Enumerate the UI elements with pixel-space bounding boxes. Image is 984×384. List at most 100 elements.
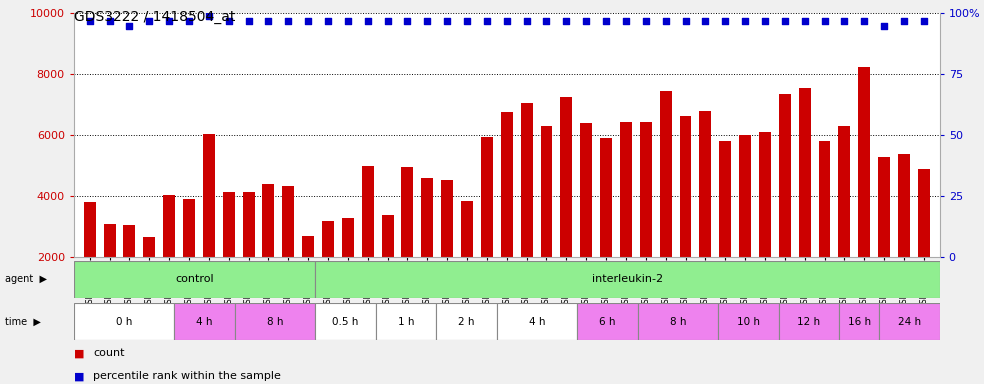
Point (142, 18, 157, 24)
Text: interleukin-2: interleukin-2 (592, 274, 663, 285)
Text: ■: ■ (74, 348, 85, 358)
Text: 8 h: 8 h (267, 316, 283, 327)
Point (519, 18, 534, 24)
Bar (680, 116, 692, 257)
Bar (74, 303, 174, 340)
Bar (282, 185, 294, 257)
Bar (700, 111, 711, 257)
Point (757, 18, 772, 24)
Bar (441, 180, 454, 257)
Bar (878, 157, 891, 257)
Point (856, 18, 872, 24)
Bar (235, 303, 316, 340)
Bar (316, 261, 940, 298)
Text: ■: ■ (74, 371, 85, 381)
Point (797, 18, 813, 24)
Bar (718, 303, 778, 340)
Point (340, 18, 356, 24)
Point (678, 18, 694, 24)
Bar (880, 303, 940, 340)
Bar (461, 201, 473, 257)
Bar (163, 195, 175, 257)
Text: 6 h: 6 h (599, 316, 616, 327)
Bar (560, 97, 573, 257)
Bar (174, 303, 235, 340)
Text: 8 h: 8 h (670, 316, 686, 327)
Bar (521, 103, 532, 257)
Bar (401, 167, 413, 257)
Point (638, 18, 653, 24)
Bar (84, 202, 95, 257)
Text: control: control (175, 274, 214, 285)
Bar (123, 225, 136, 257)
Bar (739, 135, 751, 257)
Bar (578, 303, 638, 340)
Bar (144, 237, 155, 257)
Point (538, 18, 554, 24)
Text: 2 h: 2 h (459, 316, 474, 327)
Point (201, 13, 216, 19)
Point (280, 18, 296, 24)
Point (220, 18, 236, 24)
Bar (898, 154, 910, 257)
Bar (243, 192, 255, 257)
Bar (263, 184, 275, 257)
Point (181, 18, 197, 24)
Text: percentile rank within the sample: percentile rank within the sample (93, 371, 281, 381)
Text: 0.5 h: 0.5 h (333, 316, 359, 327)
Bar (341, 218, 354, 257)
Point (419, 18, 435, 24)
Bar (222, 192, 234, 257)
Point (161, 18, 177, 24)
Bar (779, 94, 791, 257)
Bar (497, 303, 578, 340)
Bar (362, 166, 374, 257)
Bar (322, 221, 334, 257)
Text: count: count (93, 348, 125, 358)
Bar (203, 134, 215, 257)
Point (836, 18, 852, 24)
Point (817, 18, 832, 24)
Text: 16 h: 16 h (847, 316, 871, 327)
Point (737, 18, 753, 24)
Bar (421, 178, 433, 257)
Text: 4 h: 4 h (197, 316, 213, 327)
Point (300, 18, 316, 24)
Point (380, 18, 396, 24)
Bar (638, 303, 718, 340)
Text: agent  ▶: agent ▶ (5, 274, 47, 285)
Bar (838, 126, 850, 257)
Bar (436, 303, 497, 340)
Text: GDS3222 / 1418504_at: GDS3222 / 1418504_at (74, 10, 235, 23)
Point (657, 18, 673, 24)
Point (460, 18, 475, 24)
Bar (819, 141, 830, 257)
Text: 10 h: 10 h (737, 316, 760, 327)
Bar (74, 261, 316, 298)
Bar (501, 113, 513, 257)
Text: 0 h: 0 h (116, 316, 132, 327)
Point (499, 18, 515, 24)
Bar (183, 199, 195, 257)
Point (698, 18, 713, 24)
Point (400, 18, 415, 24)
Bar (918, 169, 930, 257)
Bar (103, 224, 115, 257)
Bar (858, 67, 870, 257)
Point (479, 18, 495, 24)
Bar (778, 303, 839, 340)
Point (876, 23, 892, 29)
Point (320, 18, 336, 24)
Bar (620, 122, 632, 257)
Text: 1 h: 1 h (398, 316, 414, 327)
Point (559, 18, 575, 24)
Bar (799, 88, 811, 257)
Point (579, 18, 594, 24)
Point (439, 18, 455, 24)
Bar (382, 215, 394, 257)
Point (122, 23, 138, 29)
Bar (640, 122, 651, 257)
Bar (759, 132, 770, 257)
Point (777, 18, 793, 24)
Point (896, 18, 912, 24)
